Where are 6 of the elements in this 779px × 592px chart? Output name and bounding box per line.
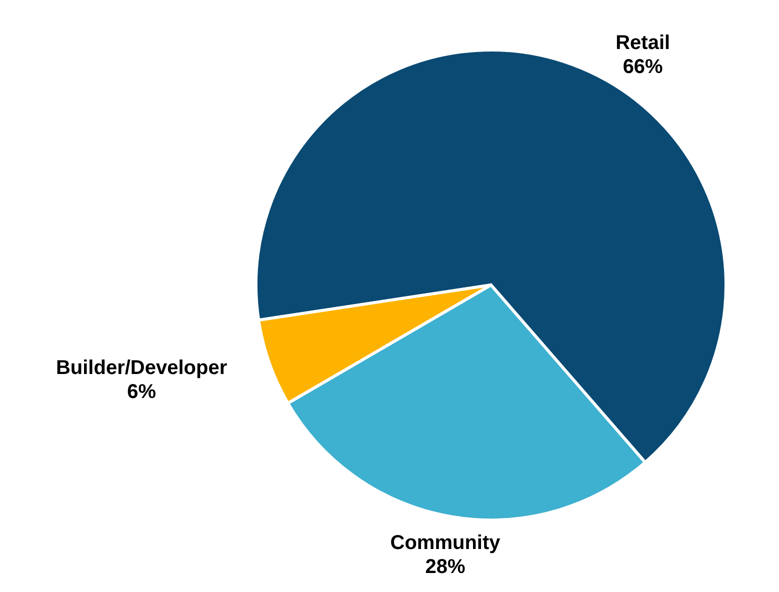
data-label: 28% bbox=[425, 556, 466, 578]
slice-label: Retail bbox=[616, 32, 670, 54]
data-label: 66% bbox=[622, 56, 664, 78]
data-label: 6% bbox=[127, 381, 156, 404]
slice-label: Community bbox=[390, 532, 502, 554]
slice-label: Builder/Developer bbox=[56, 357, 228, 380]
